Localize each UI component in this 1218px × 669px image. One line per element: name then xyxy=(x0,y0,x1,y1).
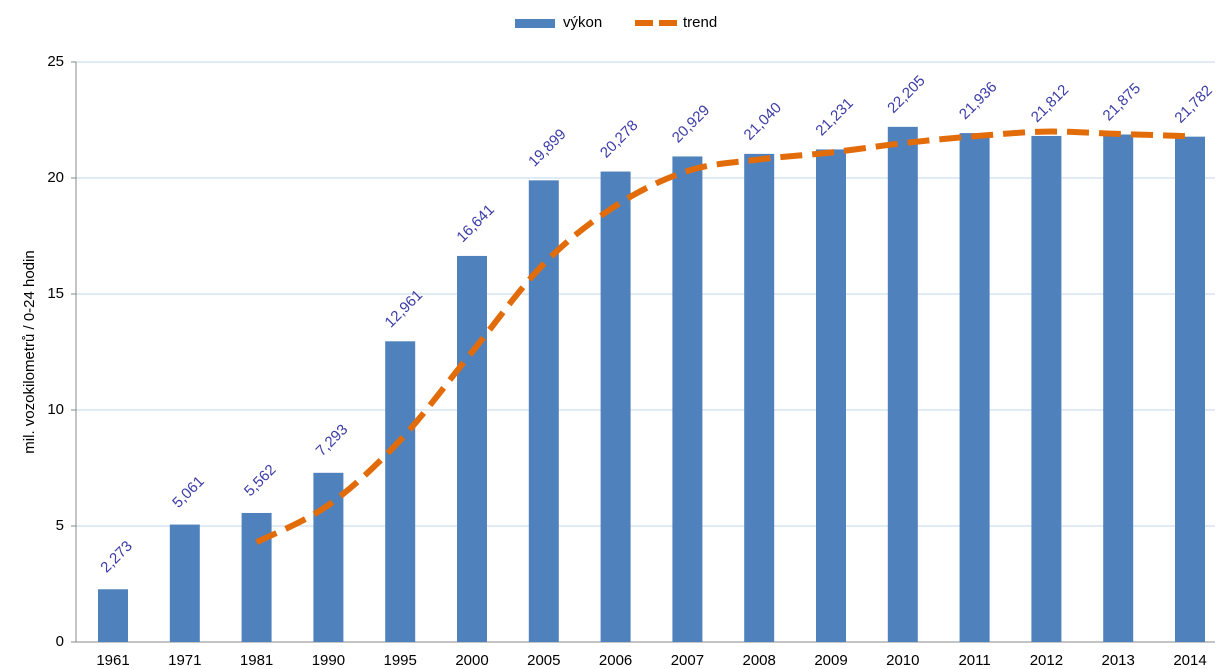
x-tick-label: 2012 xyxy=(1030,652,1063,669)
value-label: 20,278 xyxy=(597,117,641,161)
x-tick-label: 2014 xyxy=(1173,652,1206,669)
value-label: 16,641 xyxy=(453,201,497,245)
y-tick-label: 15 xyxy=(47,285,64,302)
x-tick-label: 2013 xyxy=(1102,652,1135,669)
value-label: 21,875 xyxy=(1100,80,1144,124)
value-label: 7,293 xyxy=(313,421,352,460)
x-tick-label: 2011 xyxy=(958,652,990,669)
value-label: 19,899 xyxy=(525,126,569,170)
x-tick-label: 1961 xyxy=(96,652,129,669)
value-label: 5,562 xyxy=(241,461,280,500)
y-tick-label: 5 xyxy=(56,517,64,534)
bar xyxy=(600,171,631,642)
legend-label: trend xyxy=(683,14,717,31)
bar xyxy=(169,524,200,642)
x-tick-label: 2009 xyxy=(814,652,847,669)
x-tick-label: 1971 xyxy=(168,652,201,669)
x-tick-label: 2010 xyxy=(886,652,919,669)
x-tick-label: 2006 xyxy=(599,652,632,669)
bar xyxy=(98,589,128,642)
value-label: 21,936 xyxy=(956,78,1000,122)
bar xyxy=(672,156,703,642)
value-label: 20,929 xyxy=(669,102,713,146)
x-tick-label: 2005 xyxy=(527,652,560,669)
y-tick-label: 20 xyxy=(47,169,64,186)
value-label: 21,040 xyxy=(741,99,785,143)
legend-label: výkon xyxy=(563,14,602,31)
y-tick-label: 0 xyxy=(56,633,64,650)
bar xyxy=(457,255,487,642)
trend-line xyxy=(255,128,1191,545)
bar xyxy=(241,512,272,642)
x-tick-label: 1995 xyxy=(384,652,417,669)
x-tick-label: 2007 xyxy=(671,652,704,669)
bar xyxy=(1103,134,1134,642)
x-tick-label: 2008 xyxy=(743,652,776,669)
bar xyxy=(959,133,990,643)
value-label: 2,273 xyxy=(97,538,136,577)
bar xyxy=(1175,136,1205,642)
bar xyxy=(744,153,775,642)
bar xyxy=(385,341,416,642)
legend-swatch xyxy=(515,19,555,28)
value-label: 12,961 xyxy=(382,287,426,331)
x-tick-label: 1981 xyxy=(240,652,273,669)
value-label: 21,231 xyxy=(812,95,856,139)
y-tick-label: 10 xyxy=(47,401,64,418)
value-label: 21,782 xyxy=(1171,82,1215,126)
y-axis-title: mil. vozokilometrů / 0-24 hodin xyxy=(21,250,38,453)
x-tick-label: 1990 xyxy=(312,652,345,669)
value-label: 22,205 xyxy=(884,72,928,116)
x-tick-label: 2000 xyxy=(455,652,488,669)
bar xyxy=(816,149,846,642)
bar xyxy=(887,126,918,643)
bar xyxy=(313,472,344,642)
bar xyxy=(1031,135,1062,642)
value-label: 5,061 xyxy=(169,473,208,512)
value-label: 21,812 xyxy=(1028,81,1072,125)
y-tick-label: 25 xyxy=(47,53,64,70)
